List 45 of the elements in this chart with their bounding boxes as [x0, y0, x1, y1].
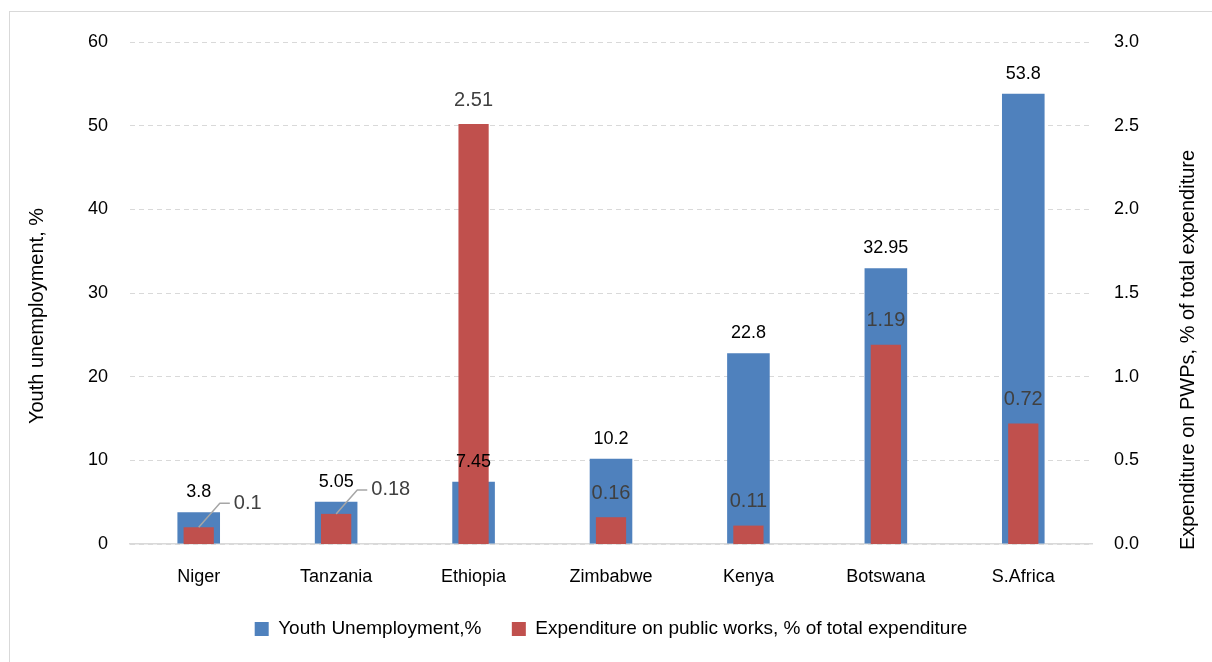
- data-label: 10.2: [593, 427, 629, 448]
- data-label: 0.11: [729, 489, 768, 512]
- data-label: 2.51: [454, 87, 494, 110]
- data-label: 53.8: [1005, 62, 1041, 83]
- bar: [595, 517, 627, 544]
- y2-axis-title: Expenditure on PWPs, % of total expenditure: [1175, 149, 1198, 551]
- bar: [870, 344, 901, 544]
- bar: [183, 527, 214, 544]
- legend-label: Expenditure on public works, % of total expenditure: [535, 617, 968, 639]
- data-label: 32.95: [863, 237, 909, 258]
- y2-tick-label: 1.5: [1114, 281, 1140, 302]
- bar: [727, 353, 770, 544]
- x-tick-label: Tanzania: [300, 565, 374, 586]
- data-label: 0.72: [1003, 387, 1043, 410]
- y-tick-label: 20: [87, 365, 108, 386]
- data-label: 5.05: [318, 470, 354, 491]
- data-label: 0.16: [591, 480, 631, 503]
- y-tick-label: 0: [97, 532, 108, 553]
- x-tick-label: Niger: [177, 565, 221, 586]
- x-tick-label: S.Africa: [991, 565, 1056, 586]
- y-axis-title: Youth unemployment, %: [24, 207, 47, 425]
- y-tick-label: 30: [87, 281, 108, 302]
- legend-label: Youth Unemployment,%: [278, 617, 482, 639]
- y2-tick-label: 1.0: [1114, 365, 1140, 386]
- y2-tick-label: 2.0: [1114, 198, 1140, 219]
- data-label: 0.18: [371, 477, 411, 500]
- data-label: 22.8: [730, 322, 766, 343]
- x-tick-label: Kenya: [722, 565, 775, 586]
- x-tick-label: Botswana: [846, 565, 927, 586]
- y-tick-label: 40: [87, 198, 108, 219]
- x-tick-label: Zimbabwe: [569, 565, 653, 586]
- bar: [321, 513, 352, 544]
- data-label: 3.8: [186, 481, 212, 502]
- y2-tick-label: 0.5: [1114, 449, 1140, 470]
- y-tick-label: 60: [87, 30, 108, 51]
- y-tick-label: 10: [87, 449, 108, 470]
- data-label: 0.1: [233, 490, 262, 513]
- y-tick-label: 50: [87, 114, 108, 135]
- bar: [733, 525, 764, 544]
- y2-tick-label: 2.5: [1114, 114, 1140, 135]
- y2-tick-label: 3.0: [1114, 30, 1140, 51]
- data-label: 1.19: [866, 308, 906, 331]
- bar: [1008, 423, 1039, 544]
- y2-tick-label: 0.0: [1114, 532, 1140, 553]
- x-tick-label: Ethiopia: [441, 565, 508, 586]
